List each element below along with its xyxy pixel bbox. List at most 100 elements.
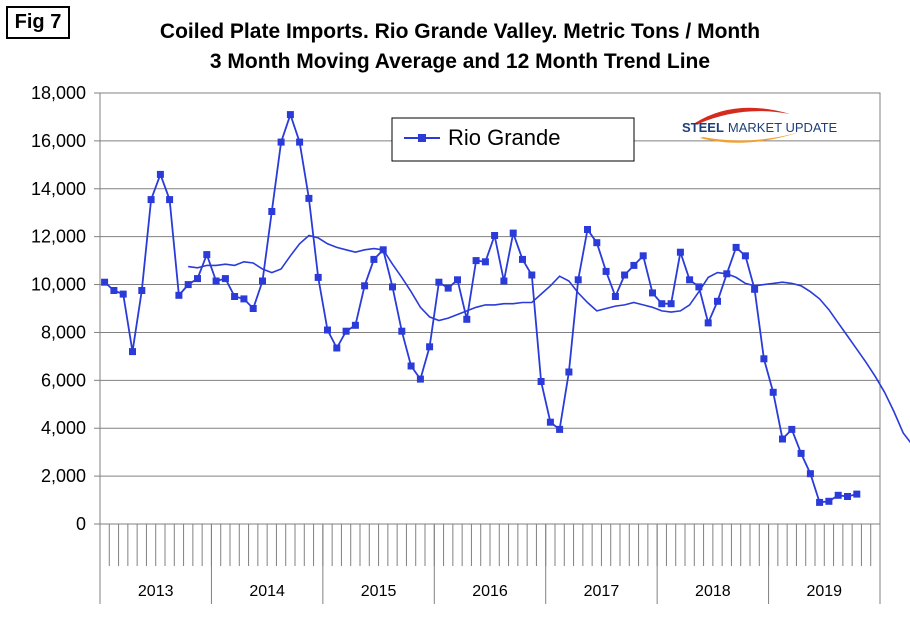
rio-grande-point <box>351 321 359 329</box>
rio-grande-point <box>342 327 350 335</box>
rio-grande-point <box>101 278 109 286</box>
rio-grande-point <box>649 289 656 297</box>
rio-grande-point <box>426 343 434 351</box>
rio-grande-point <box>472 257 480 265</box>
rio-grande-point <box>825 497 833 505</box>
rio-grande-point <box>277 138 285 146</box>
y-tick-label: 0 <box>76 514 86 534</box>
rio-grande-point <box>361 282 369 290</box>
rio-grande-point <box>389 283 396 291</box>
rio-grande-point <box>221 275 229 283</box>
rio-grande-point <box>249 305 257 312</box>
rio-grande-point <box>714 297 721 305</box>
logo-text: STEEL MARKET UPDATE <box>682 120 838 135</box>
rio-grande-point <box>621 271 629 279</box>
x-year-label: 2015 <box>361 583 397 600</box>
y-tick-label: 12,000 <box>31 227 86 247</box>
logo-steel: STEEL <box>682 120 724 135</box>
y-tick-label: 2,000 <box>41 466 86 486</box>
legend-box <box>391 117 635 162</box>
rio-grande-point <box>844 493 851 500</box>
plot-area <box>99 92 881 525</box>
rio-grande-point <box>259 277 266 285</box>
rio-grande-point <box>704 319 712 327</box>
rio-grande-point <box>481 258 489 266</box>
rio-grande-point <box>695 283 703 291</box>
rio-grande-point <box>779 435 786 443</box>
y-tick-label: 14,000 <box>31 179 86 199</box>
rio-grande-point <box>584 226 591 233</box>
rio-grande-point <box>296 138 304 146</box>
rio-grande-point <box>546 418 554 426</box>
rio-grande-point <box>324 326 331 334</box>
rio-grande-point <box>519 255 526 263</box>
rio-grande-point <box>751 285 759 293</box>
y-tick-label: 16,000 <box>31 131 86 151</box>
rio-grande-point <box>565 368 573 376</box>
rio-grande-point <box>741 252 749 260</box>
x-year-label: 2013 <box>138 583 174 600</box>
rio-grande-point <box>667 300 675 308</box>
steel-market-update-logo: STEEL MARKET UPDATE <box>682 107 838 143</box>
rio-grande-point <box>110 287 118 294</box>
rio-grande-point <box>574 276 582 284</box>
x-year-label: 2018 <box>695 583 731 600</box>
logo-swoosh-lower <box>700 132 800 143</box>
series-layer <box>101 111 910 506</box>
legend-marker <box>418 134 426 142</box>
rio-grande-point <box>240 295 248 303</box>
rio-grande-point <box>760 355 768 363</box>
rio-grande-point <box>834 491 842 499</box>
y-axis-labels: 0 2,000 4,000 6,000 8,000 10,000 12,000 14,000 1… <box>31 83 86 534</box>
rio-grande-point <box>797 449 805 457</box>
rio-grande-point <box>175 291 183 299</box>
rio-grande-point <box>444 284 452 292</box>
rio-grande-point <box>268 208 276 215</box>
rio-grande-point <box>194 275 201 283</box>
rio-grande-point <box>676 248 684 256</box>
rio-grande-point <box>184 281 192 289</box>
y-tick-label: 10,000 <box>31 275 86 295</box>
rio-grande-point <box>491 232 499 239</box>
rio-grande-point <box>723 270 731 278</box>
rio-grande-point <box>509 229 517 237</box>
y-tick-label: 8,000 <box>41 322 86 342</box>
logo-swoosh <box>695 107 790 124</box>
chart-title: Coiled Plate Imports. Rio Grande Valley.… <box>159 20 761 43</box>
rio-grande-line <box>104 111 858 504</box>
rio-grande-point <box>630 261 638 269</box>
y-tick-label: 4,000 <box>41 418 86 438</box>
rio-grande-point <box>816 498 824 506</box>
rio-grande-point <box>602 267 610 275</box>
rio-grande-point <box>454 276 461 284</box>
rio-grande-point <box>639 252 647 260</box>
rio-grande-point <box>556 425 564 433</box>
rio-grande-point <box>286 111 294 119</box>
rio-grande-point <box>129 348 136 356</box>
rio-grande-point <box>203 251 211 259</box>
rio-grande-point <box>611 293 619 300</box>
x-year-label: 2017 <box>584 583 620 600</box>
rio-grande-point <box>686 276 694 284</box>
x-year-label: 2014 <box>249 583 285 600</box>
rio-grande-point <box>314 273 322 281</box>
rio-grande-point <box>463 315 471 323</box>
rio-grande-point <box>769 388 777 396</box>
rio-grande-point <box>435 278 443 286</box>
rio-grande-point <box>788 425 796 433</box>
y-tick-label: 6,000 <box>41 370 86 390</box>
rio-grande-point <box>853 490 861 498</box>
x-axis: 2013 2014 2015 2016 2017 2018 2019 <box>99 524 881 604</box>
logo-market-update: MARKET UPDATE <box>728 120 838 135</box>
chart-subtitle: 3 Month Moving Average and 12 Month Tren… <box>209 50 711 73</box>
rio-grande-point <box>500 277 508 285</box>
rio-grande-point <box>231 293 239 300</box>
rio-grande-point <box>593 239 601 247</box>
rio-grande-point <box>806 470 814 478</box>
rio-grande-point <box>305 194 313 202</box>
rio-grande-point <box>407 362 415 370</box>
legend: Rio Grande <box>391 117 635 162</box>
trend-line <box>188 234 910 444</box>
rio-grande-point <box>732 243 740 251</box>
